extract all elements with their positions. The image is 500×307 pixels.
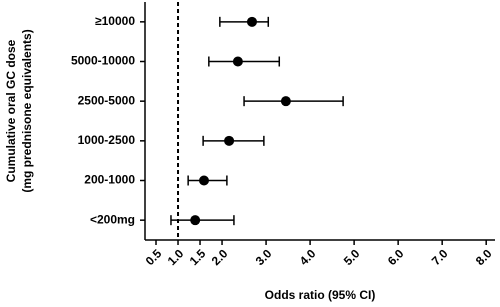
y-axis-title: Cumulative oral GC dose bbox=[4, 39, 18, 182]
y-tick-label: 5000-10000 bbox=[71, 54, 135, 68]
x-tick-label: 6.0 bbox=[385, 246, 407, 268]
x-tick-label: 2.0 bbox=[209, 246, 231, 268]
x-tick-label: 8.0 bbox=[473, 246, 495, 268]
x-tick-label: 5.0 bbox=[341, 246, 363, 268]
x-axis-title: Odds ratio (95% CI) bbox=[265, 288, 376, 302]
point bbox=[232, 56, 243, 67]
point bbox=[198, 175, 209, 186]
point bbox=[246, 16, 257, 27]
point bbox=[190, 215, 201, 226]
y-tick-label: 2500-5000 bbox=[78, 93, 136, 107]
x-tick-label: 4.0 bbox=[297, 246, 319, 268]
x-tick-label: 0.5 bbox=[143, 246, 165, 268]
x-tick-label: 1.0 bbox=[165, 246, 187, 268]
y-tick-label: <200mg bbox=[90, 212, 135, 226]
y-tick-label: 1000-2500 bbox=[78, 133, 136, 147]
x-tick-label: 7.0 bbox=[429, 246, 451, 268]
y-axis-title: (mg prednisone equivalents) bbox=[20, 29, 34, 192]
x-tick-label: 3.0 bbox=[253, 246, 275, 268]
y-tick-label: ≥10000 bbox=[95, 14, 135, 28]
point bbox=[280, 96, 291, 107]
x-tick-label: 1.5 bbox=[187, 246, 209, 268]
point bbox=[224, 135, 235, 146]
y-tick-label: 200-1000 bbox=[84, 173, 135, 187]
